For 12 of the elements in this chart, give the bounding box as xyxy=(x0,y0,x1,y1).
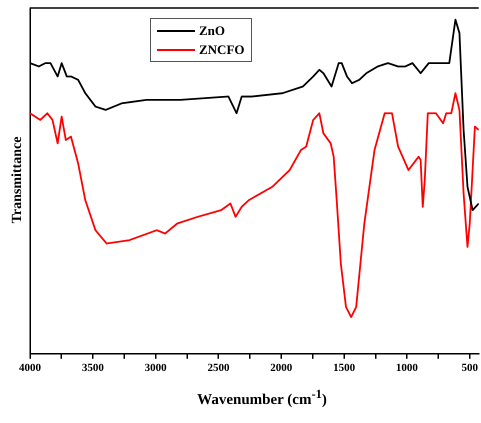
x-tick-label: 500 xyxy=(462,362,478,374)
x-tick-label: 2000 xyxy=(270,362,293,374)
y-axis-title: Transmittance xyxy=(10,136,26,224)
legend-label: ZnO xyxy=(199,22,226,40)
x-tick-label: 3500 xyxy=(82,362,104,374)
x-tick-label: 1500 xyxy=(333,362,356,374)
legend-label: ZNCFO xyxy=(199,41,244,59)
x-tick-label: 3000 xyxy=(144,362,168,374)
x-tick-label: 2500 xyxy=(207,362,230,374)
x-axis-title: Wavenumber (cm$^{-1}$) xyxy=(196,387,328,409)
x-tick-label: 1000 xyxy=(396,362,418,374)
x-tick-label: 4000 xyxy=(19,362,42,374)
